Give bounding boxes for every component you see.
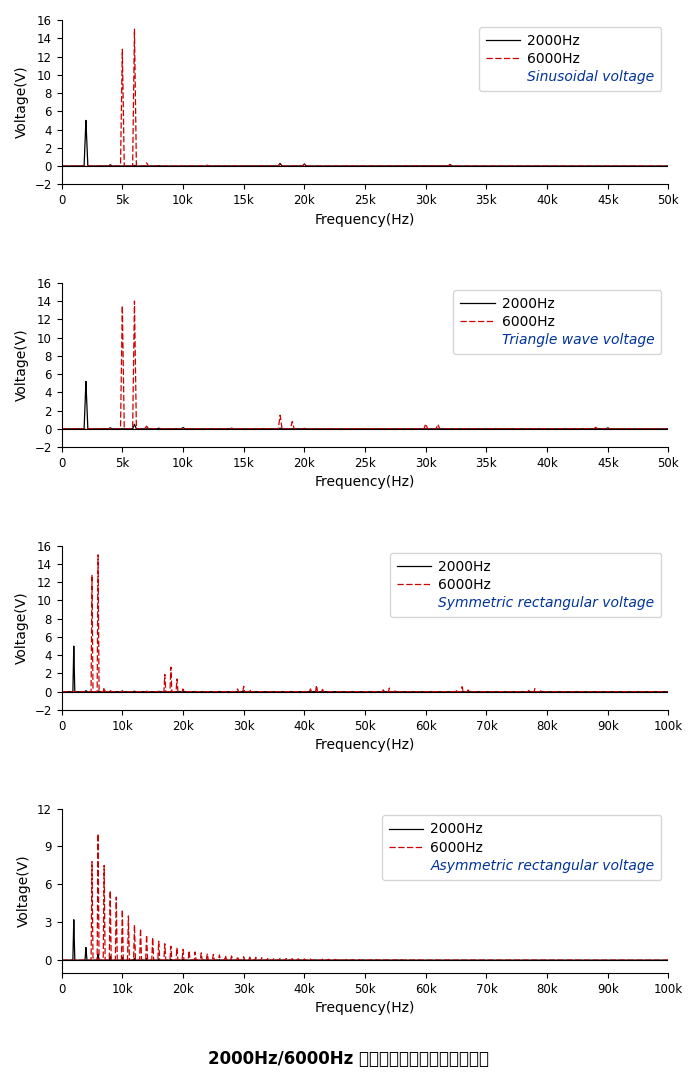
6000Hz: [65, 160, 73, 173]
X-axis label: Frequency(Hz): Frequency(Hz): [315, 738, 415, 752]
Y-axis label: Voltage(V): Voltage(V): [15, 328, 29, 401]
6000Hz: [659, 160, 667, 173]
2000Hz: [429, 160, 438, 173]
2000Hz: [65, 686, 73, 699]
Y-axis label: Voltage(V): Voltage(V): [15, 65, 29, 138]
6000Hz: [65, 423, 73, 436]
2000Hz: [664, 954, 673, 967]
Y-axis label: Voltage(V): Voltage(V): [15, 591, 29, 664]
2000Hz: [82, 942, 90, 955]
2000Hz: [116, 423, 124, 436]
Line: 6000Hz: 6000Hz: [61, 29, 669, 166]
6000Hz: [82, 423, 90, 436]
6000Hz: [429, 423, 438, 436]
2000Hz: [116, 686, 124, 699]
2000Hz: [82, 685, 90, 697]
2000Hz: [82, 378, 90, 391]
2000Hz: [65, 423, 73, 436]
6000Hz: [664, 423, 673, 436]
2000Hz: [82, 114, 90, 127]
2000Hz: [664, 160, 673, 173]
6000Hz: [664, 686, 673, 699]
2000Hz: [82, 117, 90, 130]
2000Hz: [170, 423, 178, 436]
X-axis label: Frequency(Hz): Frequency(Hz): [315, 475, 415, 489]
6000Hz: [659, 686, 667, 699]
6000Hz: [116, 423, 124, 436]
Line: 2000Hz: 2000Hz: [61, 381, 669, 429]
6000Hz: [82, 686, 90, 699]
2000Hz: [70, 640, 78, 652]
2000Hz: [70, 913, 78, 926]
X-axis label: Frequency(Hz): Frequency(Hz): [315, 1001, 415, 1015]
2000Hz: [659, 686, 667, 699]
Line: 6000Hz: 6000Hz: [61, 302, 669, 429]
2000Hz: [170, 686, 178, 699]
Legend: 2000Hz, 6000Hz, Asymmetric rectangular voltage: 2000Hz, 6000Hz, Asymmetric rectangular v…: [382, 815, 662, 880]
Legend: 2000Hz, 6000Hz, Symmetric rectangular voltage: 2000Hz, 6000Hz, Symmetric rectangular vo…: [389, 553, 662, 617]
2000Hz: [57, 423, 66, 436]
Legend: 2000Hz, 6000Hz, Triangle wave voltage: 2000Hz, 6000Hz, Triangle wave voltage: [453, 290, 662, 354]
6000Hz: [429, 954, 438, 967]
6000Hz: [659, 954, 667, 967]
6000Hz: [664, 160, 673, 173]
2000Hz: [429, 686, 438, 699]
6000Hz: [429, 160, 438, 173]
2000Hz: [65, 954, 73, 967]
6000Hz: [664, 954, 673, 967]
6000Hz: [57, 423, 66, 436]
6000Hz: [116, 954, 124, 967]
2000Hz: [57, 954, 66, 967]
2000Hz: [664, 423, 673, 436]
2000Hz: [57, 160, 66, 173]
6000Hz: [170, 954, 178, 967]
2000Hz: [664, 686, 673, 699]
2000Hz: [429, 423, 438, 436]
Text: 2000Hz/6000Hz 下不同激励波形的电压频谱图: 2000Hz/6000Hz 下不同激励波形的电压频谱图: [209, 1049, 489, 1068]
2000Hz: [170, 160, 178, 173]
2000Hz: [659, 954, 667, 967]
Line: 2000Hz: 2000Hz: [61, 120, 669, 166]
Line: 2000Hz: 2000Hz: [61, 646, 669, 692]
Line: 6000Hz: 6000Hz: [61, 555, 669, 692]
6000Hz: [65, 954, 73, 967]
X-axis label: Frequency(Hz): Frequency(Hz): [315, 212, 415, 226]
2000Hz: [57, 686, 66, 699]
2000Hz: [116, 160, 124, 173]
6000Hz: [131, 23, 139, 35]
6000Hz: [131, 295, 139, 308]
6000Hz: [57, 954, 66, 967]
2000Hz: [170, 954, 178, 967]
6000Hz: [170, 160, 178, 173]
6000Hz: [65, 686, 73, 699]
6000Hz: [57, 160, 66, 173]
2000Hz: [65, 160, 73, 173]
Line: 2000Hz: 2000Hz: [61, 920, 669, 960]
2000Hz: [659, 160, 667, 173]
Legend: 2000Hz, 6000Hz, Sinusoidal voltage: 2000Hz, 6000Hz, Sinusoidal voltage: [479, 27, 662, 91]
6000Hz: [82, 954, 90, 967]
2000Hz: [116, 954, 124, 967]
6000Hz: [429, 686, 438, 699]
6000Hz: [659, 423, 667, 436]
2000Hz: [429, 954, 438, 967]
6000Hz: [82, 160, 90, 173]
6000Hz: [94, 548, 102, 561]
6000Hz: [170, 686, 178, 699]
6000Hz: [94, 827, 102, 840]
6000Hz: [116, 686, 124, 699]
6000Hz: [57, 686, 66, 699]
Line: 6000Hz: 6000Hz: [61, 834, 669, 960]
6000Hz: [116, 160, 124, 173]
2000Hz: [659, 423, 667, 436]
Y-axis label: Voltage(V): Voltage(V): [17, 854, 31, 927]
6000Hz: [170, 423, 178, 436]
2000Hz: [82, 374, 90, 387]
